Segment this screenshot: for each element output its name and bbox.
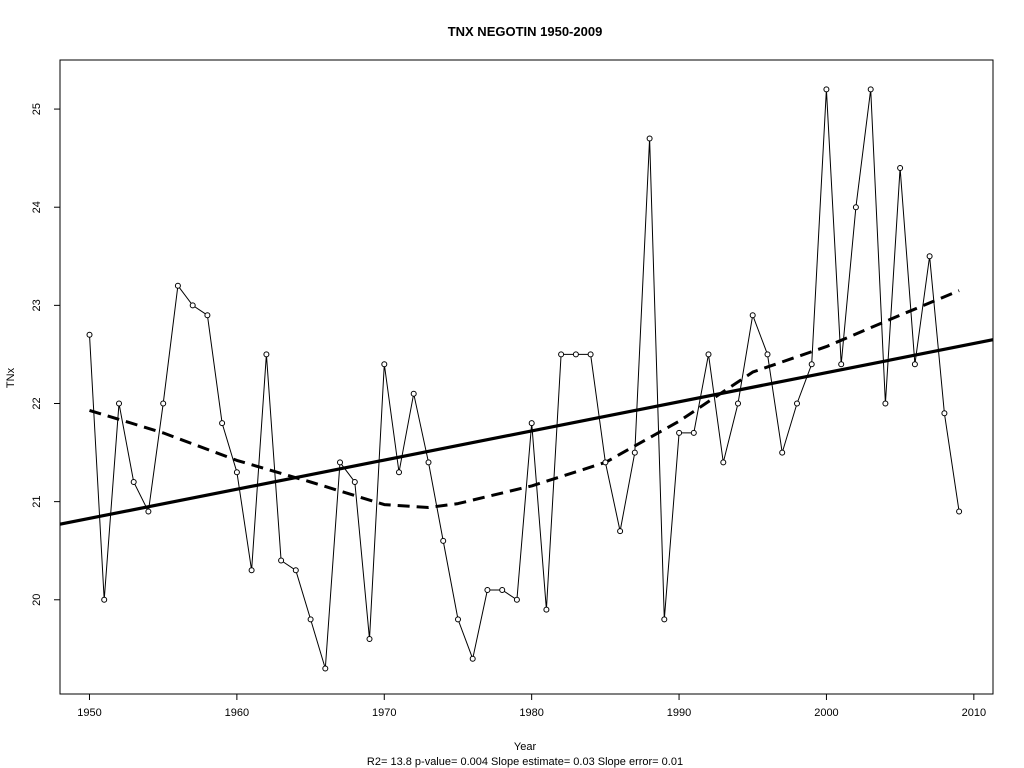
data-point [646,135,653,142]
data-point [823,86,830,93]
x-tick-label: 1960 [225,707,249,719]
data-point [617,528,624,535]
data-point [322,665,329,672]
data-point [337,459,343,466]
x-tick-label: 2010 [962,707,986,719]
data-point [86,331,93,338]
x-tick-label: 2000 [814,707,838,719]
y-tick-label: 20 [31,594,43,606]
data-point [602,459,609,466]
y-tick-label: 22 [31,397,43,409]
data-point [366,636,373,642]
data-point [867,86,874,93]
series-line [89,89,960,669]
data-point [248,567,255,574]
data-point [278,557,285,564]
smooth-curve-path [89,289,960,509]
data-point [116,400,122,407]
data-point [469,655,476,662]
data-point [587,351,594,358]
stats-caption: R2= 13.8 p-value= 0.004 Slope estimate= … [367,756,683,768]
data-point [292,567,299,574]
data-point [897,165,904,171]
data-point [808,361,815,368]
data-point [396,469,402,476]
data-point [838,361,845,368]
data-point [852,204,859,211]
data-point [631,449,638,456]
data-point [764,351,771,358]
data-point [381,361,388,368]
y-tick-label: 23 [31,299,43,311]
data-point [263,351,270,358]
data-point [130,479,137,485]
trend-line [59,338,994,526]
y-tick-label: 21 [31,496,43,508]
data-point [911,361,918,368]
y-tick-label: 25 [31,103,43,115]
data-point [440,537,447,544]
data-point [528,420,535,427]
data-point [410,390,417,397]
data-point [513,596,520,603]
data-point [174,282,181,289]
x-tick-label: 1970 [372,707,396,719]
data-point [779,449,786,456]
data-point [425,459,432,466]
data-point [735,400,741,407]
data-point [455,616,461,623]
data-point [484,587,491,593]
data-point [661,616,668,623]
data-point [543,606,550,613]
series-tnx [86,86,963,672]
data-point [572,351,579,358]
data-point [558,351,565,358]
data-point [794,400,800,407]
data-point [145,508,152,515]
y-tick-label: 24 [31,201,43,213]
x-tick-label: 1980 [519,707,543,719]
data-point [676,429,683,436]
y-axis-label: TNx [5,367,17,388]
plot-frame [59,59,994,695]
trend-line-path [59,338,994,526]
data-point [307,616,314,623]
chart-title: TNX NEGOTIN 1950-2009 [448,24,603,39]
data-point [956,508,963,515]
data-point [499,587,506,593]
data-point [351,479,358,485]
data-point [720,459,727,466]
data-point [705,351,712,358]
x-axis: 1950 1960 1970 1980 1990 2000 2010 [77,694,986,719]
data-point [233,469,240,476]
data-point [749,312,756,319]
data-point [101,596,108,603]
data-point [882,400,889,407]
data-point [690,429,697,436]
x-tick-label: 1990 [667,707,691,719]
data-point [941,410,948,417]
data-point [160,400,167,407]
x-axis-label: Year [514,741,537,753]
smooth-curve [89,289,960,509]
x-tick-label: 1950 [77,707,101,719]
data-point [219,420,226,427]
data-point [926,253,933,260]
y-axis: 20 21 22 23 24 25 [31,103,60,606]
data-point [204,312,211,319]
data-point [189,302,196,309]
